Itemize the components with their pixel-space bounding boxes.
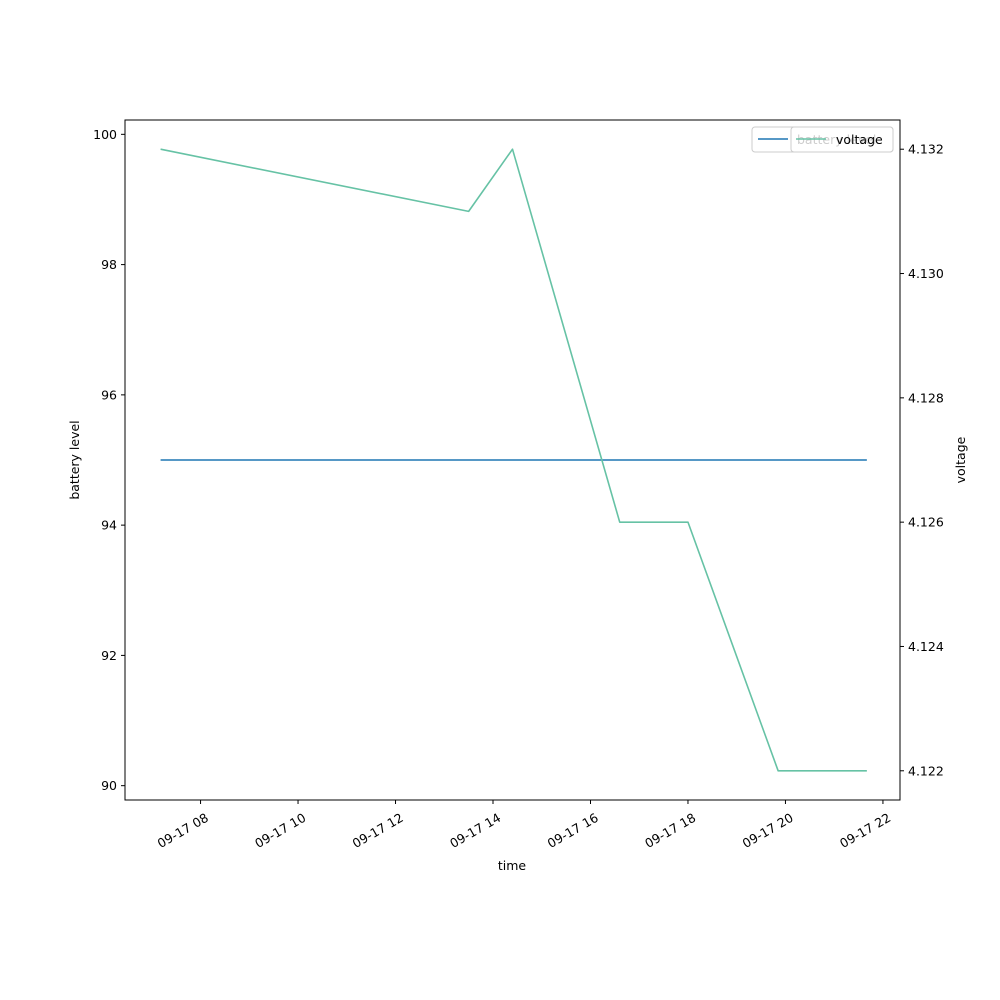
right-y-tick-label: 4.126	[908, 515, 944, 530]
x-tick-label: 09-17 16	[545, 810, 601, 851]
x-tick-label: 09-17 14	[447, 810, 503, 851]
legend-label-voltage: voltage	[836, 132, 883, 147]
right-y-tick-label: 4.122	[908, 763, 944, 778]
series-line-voltage	[160, 148, 867, 772]
right-y-tick-label: 4.132	[908, 142, 944, 157]
left-y-tick-label: 94	[101, 518, 117, 533]
plot-frame	[124, 119, 901, 801]
series-layer	[160, 148, 867, 772]
x-tick-label: 09-17 08	[155, 810, 211, 851]
x-tick-label: 09-17 10	[252, 810, 308, 851]
left-y-tick-label: 100	[93, 127, 117, 142]
x-axis-label: time	[498, 858, 527, 873]
right-y-tick-label: 4.128	[908, 390, 944, 405]
left-y-tick-label: 92	[101, 648, 117, 663]
right-y-tick-label: 4.124	[908, 639, 944, 654]
left-y-tick-label: 98	[101, 257, 117, 272]
left-y-axis-label: battery level	[67, 420, 82, 499]
left-y-tick-label: 90	[101, 778, 117, 793]
legend-box-voltage	[790, 126, 894, 153]
left-y-tick-label: 96	[101, 387, 117, 402]
x-tick-label: 09-17 12	[350, 810, 406, 851]
x-tick-label: 09-17 20	[740, 810, 796, 851]
right-y-axis-label: voltage	[953, 436, 968, 483]
right-y-tick-label: 4.130	[908, 266, 944, 281]
x-tick-label: 09-17 18	[642, 810, 698, 851]
x-tick-label: 09-17 22	[837, 810, 893, 851]
